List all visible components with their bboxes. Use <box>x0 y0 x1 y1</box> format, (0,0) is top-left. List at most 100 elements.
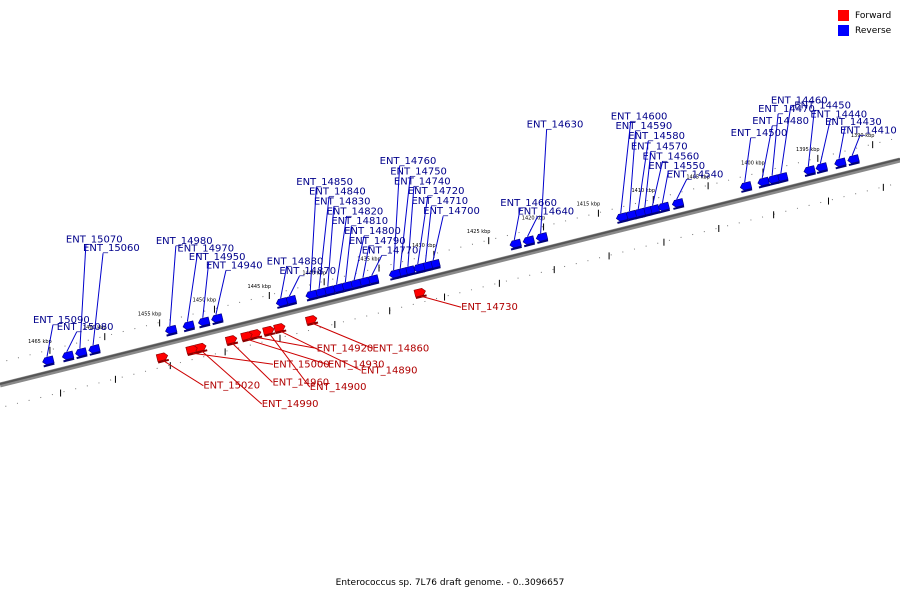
reverse-gene-arrow <box>803 165 816 177</box>
reverse-gene-arrow-shadow <box>166 331 178 337</box>
reverse-gene-arrow-shape <box>815 162 828 172</box>
gene-leader-line <box>318 196 330 289</box>
reverse-gene-arrow <box>305 289 318 302</box>
reverse-gene-arrow-shape <box>757 176 770 187</box>
reverse-gene-arrow-shadow <box>63 357 75 363</box>
reverse-gene-arrow-shadow <box>414 270 426 275</box>
gene-leader-line <box>527 216 538 237</box>
reverse-gene-arrow <box>358 276 371 289</box>
reverse-gene-arrow-shape <box>671 198 685 208</box>
reverse-gene-arrow-shadow <box>835 164 847 170</box>
reverse-gene-arrow-shape <box>633 207 646 218</box>
gene-labels: ENT_14410ENT_14430ENT_14440ENT_14450ENT_… <box>33 95 897 410</box>
gene-label: ENT_14730 <box>461 302 518 313</box>
reverse-gene-arrow-shape <box>388 268 402 279</box>
forward-swatch <box>838 10 849 21</box>
reverse-gene-arrow-shadow <box>510 245 522 251</box>
reverse-gene-arrow-shape <box>165 324 178 335</box>
legend-reverse: Reverse <box>838 23 891 38</box>
reverse-gene-arrow <box>314 287 327 300</box>
reverse-gene-arrow-shape <box>509 238 522 249</box>
forward-gene-arrow <box>155 352 170 364</box>
gene-leader-line <box>780 105 792 174</box>
gene-label: ENT_14550 <box>648 161 705 172</box>
ruler-tick-label: 1430 kbp <box>412 243 436 249</box>
ruler-tick-label: 1415 kbp <box>577 202 601 208</box>
gene-leader-line <box>851 135 861 156</box>
gene-label: ENT_14590 <box>615 121 672 132</box>
gene-label: ENT_14750 <box>390 166 447 177</box>
reverse-gene-arrow <box>509 238 522 251</box>
gene-label: ENT_14930 <box>328 360 385 371</box>
ruler-tick-label: 1425 kbp <box>467 229 491 235</box>
reverse-gene-arrow-shape <box>535 232 549 242</box>
gene-leader-line <box>513 207 521 241</box>
reverse-gene-arrow-shape <box>349 278 362 289</box>
gene-leader-line <box>432 216 444 261</box>
gene-label: ENT_14990 <box>262 399 319 410</box>
gene-label: ENT_14800 <box>344 226 401 237</box>
gene-label: ENT_14480 <box>752 116 809 127</box>
gene-label: ENT_14660 <box>500 198 557 209</box>
gene-leader-line <box>186 253 198 322</box>
gene-label: ENT_15000 <box>273 359 330 370</box>
forward-gene-arrow <box>413 288 427 299</box>
gene-leader-line <box>169 246 177 327</box>
gene-leader-line <box>309 186 317 291</box>
gene-leader-line <box>393 166 401 271</box>
legend-forward-label: Forward <box>855 10 892 21</box>
gene-label: ENT_14410 <box>840 125 897 136</box>
reverse-gene-arrow <box>847 154 860 167</box>
reverse-gene-arrow-shape <box>275 297 289 307</box>
gene-leader-line <box>424 206 432 263</box>
reverse-gene-arrow-shadow <box>816 169 829 174</box>
reverse-gene-arrow-shadow <box>306 296 318 302</box>
forward-gene-arrow <box>262 325 276 337</box>
gene-leader-line <box>399 176 411 269</box>
forward-gene-arrow <box>273 323 287 335</box>
gene-label: ENT_15080 <box>57 322 114 333</box>
gene-label: ENT_14870 <box>279 266 336 277</box>
reverse-gene-arrow-shape <box>615 212 629 222</box>
reverse-gene-arrow <box>388 268 402 281</box>
gene-label: ENT_14580 <box>628 131 685 142</box>
forward-gene-arrow-shape <box>413 288 426 298</box>
gene-label: ENT_14440 <box>810 109 867 120</box>
gene-label: ENT_14920 <box>317 343 374 354</box>
gene-label: ENT_14460 <box>771 95 828 106</box>
gene-track <box>42 154 860 368</box>
gene-label: ENT_14950 <box>189 252 246 263</box>
reverse-gene-arrow-shadow <box>285 302 298 307</box>
forward-gene-arrow-shape <box>155 352 169 362</box>
reverse-gene-arrow-shadow <box>390 276 402 281</box>
gene-label: ENT_14640 <box>517 207 574 218</box>
reverse-gene-arrow-shadow <box>315 294 327 300</box>
reverse-gene-arrow-shadow <box>848 161 860 167</box>
ruler-tick-label: 1465 kbp <box>28 339 52 345</box>
reverse-gene-arrow-shadow <box>537 239 549 244</box>
reverse-gene-arrow-shadow <box>183 327 196 333</box>
gene-label: ENT_14790 <box>349 236 406 247</box>
gene-label: ENT_14980 <box>156 236 213 247</box>
reverse-gene-arrow-shape <box>624 209 638 220</box>
gene-leader-line <box>819 119 831 164</box>
forward-gene-arrow-shape <box>185 345 198 355</box>
gene-leader-line <box>407 186 415 267</box>
gene-label: ENT_14770 <box>362 246 419 257</box>
gene-leader-line <box>628 131 636 212</box>
gene-leader-line <box>644 151 652 208</box>
reverse-gene-arrow-shape <box>61 350 75 361</box>
gene-label: ENT_14830 <box>314 197 371 208</box>
reverse-gene-arrow <box>275 297 289 309</box>
gene-label: ENT_14700 <box>423 206 480 217</box>
gene-label: ENT_14760 <box>380 156 437 167</box>
legend: Forward Reverse <box>838 8 891 38</box>
ruler-tick-label: 1445 kbp <box>248 284 272 290</box>
reverse-gene-arrow <box>61 350 75 363</box>
reverse-gene-arrow-shadow <box>673 205 685 210</box>
reverse-gene-arrow-shadow <box>212 320 224 326</box>
gene-label: ENT_15070 <box>66 235 123 246</box>
reverse-gene-arrow-shadow <box>89 351 101 356</box>
ruler-tick-label: 1405 kbp <box>686 174 710 180</box>
reverse-gene-arrow-shadow <box>741 188 753 193</box>
